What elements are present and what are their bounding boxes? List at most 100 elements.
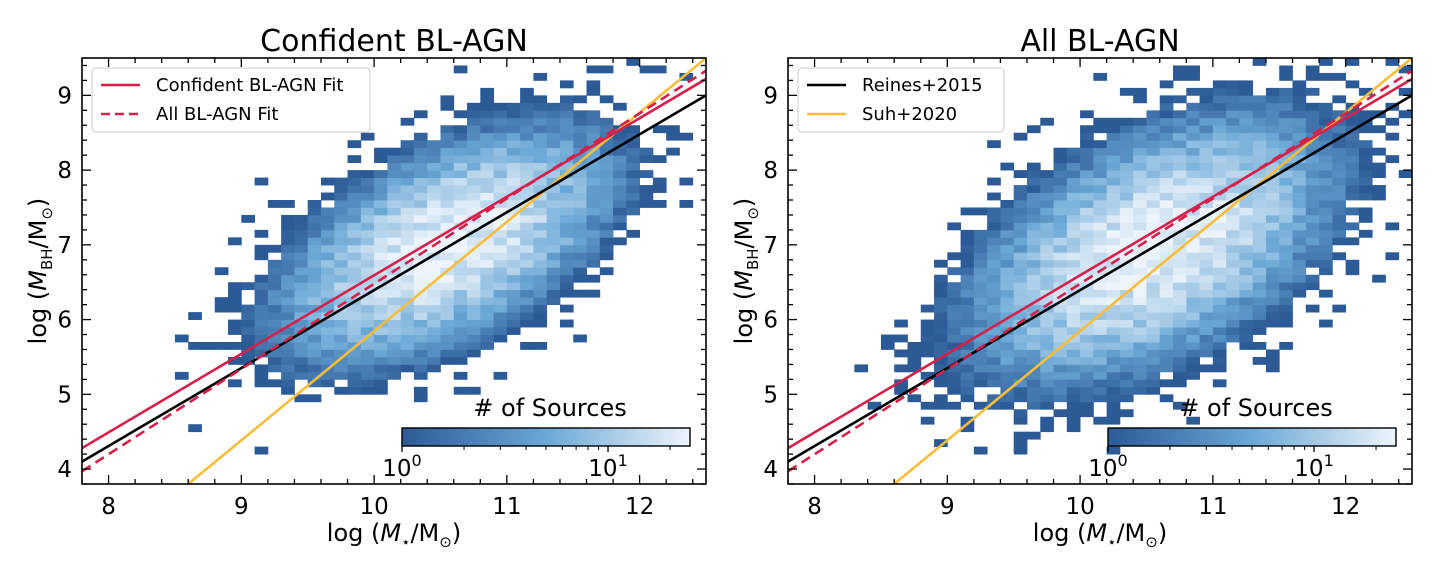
heatmap-bin	[987, 349, 1001, 358]
heatmap-bin	[1292, 237, 1307, 246]
heatmap-bin	[1146, 327, 1161, 335]
heatmap-bin	[1146, 371, 1161, 380]
heatmap-bin	[1226, 87, 1240, 96]
heatmap-bin	[1279, 117, 1293, 126]
heatmap-bin	[320, 371, 335, 380]
heatmap-bin	[360, 327, 375, 335]
heatmap-bin	[1279, 110, 1293, 119]
minor-ticks	[81, 58, 706, 485]
heatmap-bin	[1159, 334, 1174, 343]
heatmap-bin	[480, 229, 494, 238]
heatmap-bin	[533, 125, 548, 134]
heatmap-bin	[1013, 342, 1028, 350]
heatmap-bin	[546, 102, 561, 111]
heatmap-bin	[267, 267, 282, 276]
heatmap-bin	[1212, 192, 1227, 201]
heatmap-bin	[1319, 132, 1333, 141]
heatmap-bin	[254, 446, 269, 455]
heatmap-bin	[307, 297, 322, 306]
heatmap-bin	[1119, 229, 1134, 238]
heatmap-bin	[1319, 117, 1333, 126]
heatmap-bin	[573, 274, 587, 283]
heatmap-bin	[1319, 155, 1333, 164]
heatmap-bin	[1159, 289, 1174, 298]
heatmap-bin	[1159, 327, 1174, 335]
heatmap-bin	[1279, 95, 1293, 104]
heatmap-bin	[960, 424, 975, 433]
heatmap-bin	[506, 252, 521, 261]
heatmap-bin	[1239, 117, 1254, 126]
heatmap-bin	[586, 207, 601, 216]
heatmap-bin	[1332, 177, 1347, 186]
heatmap-bin	[1345, 170, 1360, 178]
heatmap-bin	[1186, 259, 1200, 268]
heatmap-bin	[281, 200, 295, 208]
heatmap-bin	[1119, 155, 1134, 164]
heatmap-bin	[374, 342, 388, 350]
heatmap-bin	[599, 177, 614, 186]
heatmap-bin	[920, 334, 935, 343]
plot-frame	[787, 57, 1413, 485]
heatmap-bin	[334, 386, 348, 395]
heatmap-bin	[987, 222, 1001, 231]
heatmap-bin	[267, 289, 282, 298]
heatmap-bin	[493, 162, 508, 171]
heatmap-bin	[374, 356, 388, 365]
heatmap-bin	[1026, 371, 1041, 380]
heatmap-bin	[987, 319, 1001, 328]
heatmap-bin	[1319, 207, 1333, 216]
heatmap-bin	[533, 289, 548, 298]
heatmap-bin	[1040, 416, 1054, 425]
heatmap-bin	[599, 185, 614, 193]
heatmap-bin	[294, 274, 309, 283]
heatmap-bin	[1080, 132, 1094, 141]
heatmap-bin	[453, 162, 468, 171]
heatmap-bin	[1186, 177, 1200, 186]
heatmap-bin	[294, 229, 309, 238]
heatmap-bin	[400, 117, 415, 126]
heatmap-bin	[947, 297, 961, 306]
heatmap-bin	[1199, 185, 1214, 193]
heatmap-bin	[1226, 229, 1240, 238]
heatmap-bin	[1239, 200, 1254, 208]
heatmap-bin	[334, 252, 348, 261]
heatmap-bin	[506, 312, 521, 320]
heatmap-bin	[1159, 125, 1174, 134]
legend: Confident BL-AGN Fit All BL-AGN Fit	[91, 67, 371, 133]
heatmap-bin	[1358, 125, 1373, 134]
heatmap-bin	[493, 170, 508, 178]
legend-label-reines: Reines+2015	[862, 75, 983, 96]
heatmap-bin	[1013, 192, 1028, 201]
heatmap-bin	[1093, 327, 1108, 335]
x-tick-label: 9	[940, 494, 955, 520]
heatmap-bin	[400, 244, 415, 253]
heatmap-bin	[1026, 304, 1041, 313]
heatmap-bin	[586, 177, 601, 186]
heatmap-bin	[626, 147, 641, 156]
heatmap-bin	[520, 125, 534, 134]
heatmap-bin	[1093, 297, 1108, 306]
heatmap-bin	[360, 185, 375, 193]
heatmap-bin	[413, 162, 428, 171]
heatmap-bin	[413, 147, 428, 156]
heatmap-bin	[400, 349, 415, 358]
heatmap-bin	[1212, 379, 1227, 388]
heatmap-bin	[1279, 162, 1293, 171]
heatmap-bin	[679, 72, 694, 81]
heatmap-bin	[920, 371, 935, 380]
heatmap-bin	[1265, 110, 1280, 119]
heatmap-bin	[947, 319, 961, 328]
heatmap-bin	[1106, 394, 1121, 403]
heatmap-bin	[1199, 95, 1214, 104]
heatmap-bin	[374, 289, 388, 298]
heatmap-bin	[467, 125, 481, 134]
heatmap-bin	[1319, 162, 1333, 171]
heatmap-bin	[281, 259, 295, 268]
heatmap-bin	[1013, 334, 1028, 343]
heatmap-bin	[1106, 446, 1121, 455]
heatmap-bin	[360, 214, 375, 223]
heatmap-bin	[1332, 185, 1347, 193]
heatmap-bin	[546, 185, 561, 193]
heatmap-bin	[267, 244, 282, 253]
heatmap-bin	[281, 386, 295, 395]
